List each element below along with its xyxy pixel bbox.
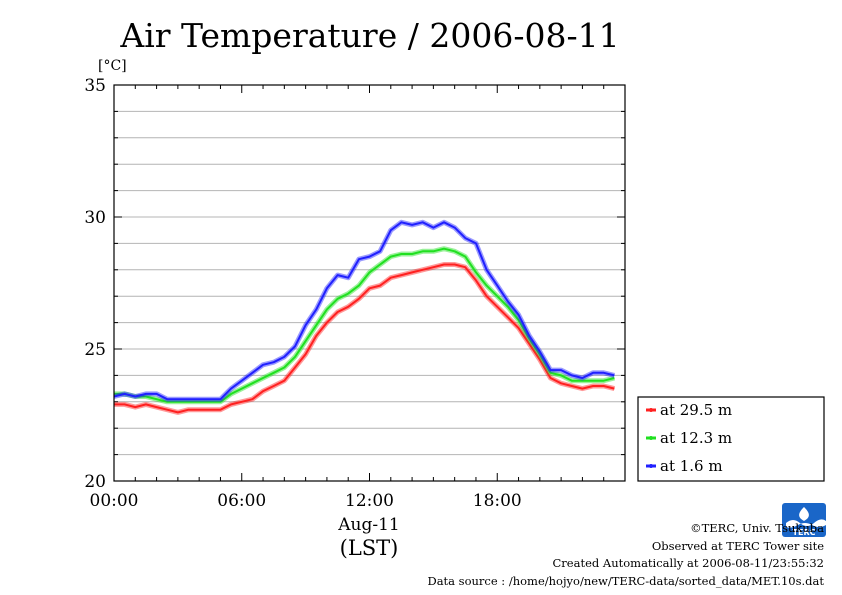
y-tick-label: 35: [84, 76, 106, 96]
logo-text: TERC: [793, 528, 816, 537]
x-axis-date-label: Aug-11: [337, 515, 399, 535]
series-line-halo: [114, 246, 616, 405]
series-line-halo: [113, 219, 615, 402]
series-line-halo: [114, 262, 615, 415]
x-tick-labels: 00:00 06:00 12:00 18:00: [90, 491, 522, 511]
legend-marker: [649, 464, 653, 468]
legend-box: [637, 396, 825, 482]
series-layer: [113, 219, 616, 415]
chart-title: Air Temperature / 2006-08-11: [119, 16, 619, 55]
x-tick-label: 06:00: [217, 491, 266, 511]
y-tick-label: 25: [84, 340, 106, 360]
data-source-text: Data source : /home/hojyo/new/TERC-data/…: [427, 573, 824, 588]
copyright-text: ©TERC, Univ. Tsukuba: [690, 521, 824, 535]
terc-logo-icon: TERC: [782, 503, 826, 537]
y-tick-label: 30: [84, 208, 106, 228]
axis-ticks: [113, 84, 626, 482]
created-text: Created Automatically at 2006-08-11/23:5…: [552, 556, 825, 570]
legend-label: at 1.6 m: [660, 457, 723, 475]
observed-text: Observed at TERC Tower site: [651, 538, 824, 553]
legend-label: at 12.3 m: [660, 429, 732, 447]
x-tick-label: 12:00: [345, 491, 394, 511]
legend-marker: [649, 408, 653, 412]
plot-frame: [113, 84, 626, 482]
credits-block: ©TERC, Univ. Tsukuba Observed at TERC To…: [427, 520, 824, 590]
grid-lines: [114, 110, 625, 456]
legend-items: at 29.5 m at 12.3 m at 1.6 m: [646, 401, 732, 475]
series-line: [114, 247, 615, 403]
y-axis-unit: [°C]: [98, 58, 127, 74]
y-tick-labels: 20 25 30 35: [84, 76, 106, 492]
x-axis-timezone-label: (LST): [340, 536, 399, 560]
x-tick-label: 18:00: [473, 491, 522, 511]
legend-marker: [649, 436, 653, 440]
y-tick-label: 20: [84, 472, 106, 492]
series-line: [113, 221, 615, 401]
series-line: [114, 263, 615, 414]
x-tick-label: 00:00: [90, 491, 139, 511]
legend-label: at 29.5 m: [660, 401, 732, 419]
legend: at 29.5 m at 12.3 m at 1.6 m: [637, 396, 825, 482]
